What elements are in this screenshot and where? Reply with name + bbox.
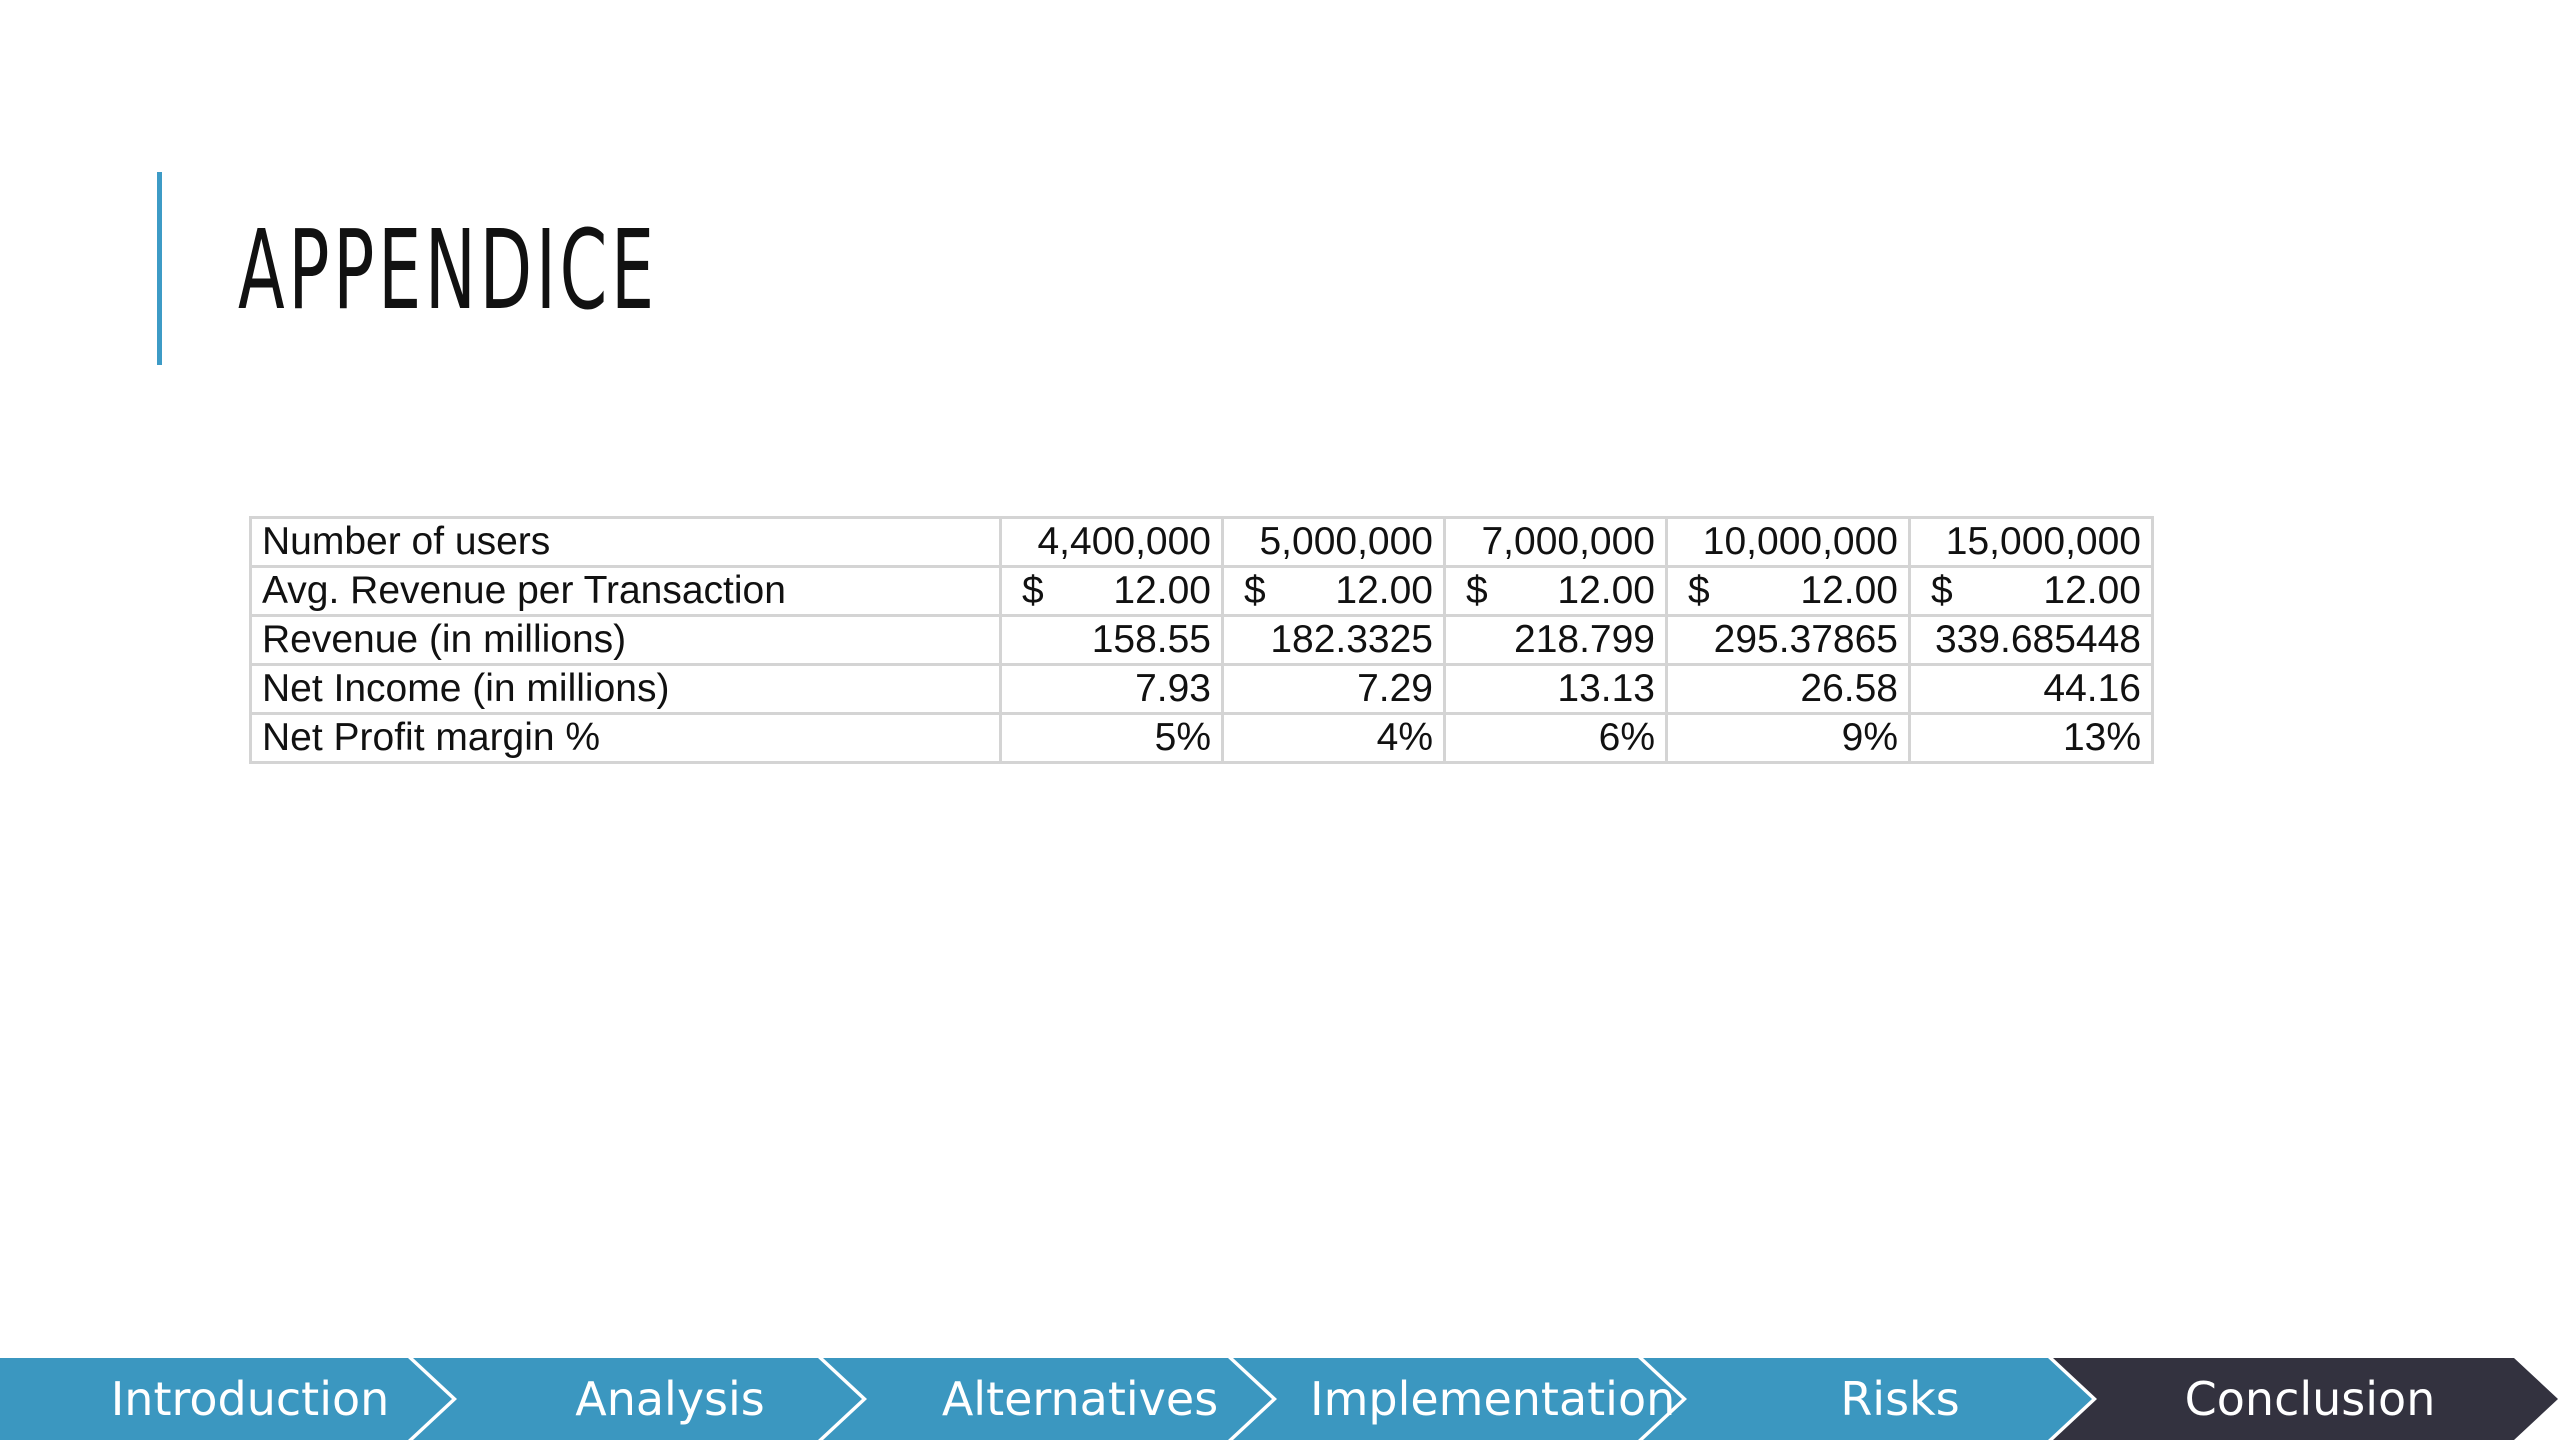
table-cell: 5,000,000: [1221, 516, 1446, 568]
slide-title: APPENDICE: [238, 206, 658, 334]
table-cell: 6%: [1443, 712, 1668, 764]
table-cell: 9%: [1665, 712, 1911, 764]
table-cell: 26.58: [1665, 663, 1911, 715]
row-label: Number of users: [249, 516, 1002, 568]
table-cell: 10,000,000: [1665, 516, 1911, 568]
table-row-avg-revenue: Avg. Revenue per Transaction $12.00 $12.…: [249, 565, 2154, 617]
row-label: Revenue (in millions): [249, 614, 1002, 666]
cell-value: 12.00: [1557, 569, 1655, 612]
cell-value: 12.00: [1800, 569, 1898, 612]
table-cell: $12.00: [1221, 565, 1446, 617]
table-cell: 7.93: [999, 663, 1224, 715]
nav-item-analysis[interactable]: Analysis: [575, 1372, 765, 1426]
table-cell: 15,000,000: [1908, 516, 2154, 568]
nav-chevron-introduction[interactable]: [0, 1358, 452, 1440]
currency-symbol: $: [1931, 569, 1953, 612]
row-label: Net Profit margin %: [249, 712, 1002, 764]
currency-symbol: $: [1466, 569, 1488, 612]
table-cell: $12.00: [1908, 565, 2154, 617]
nav-chevron-implementation[interactable]: [1233, 1358, 1682, 1440]
nav-item-introduction[interactable]: Introduction: [110, 1372, 390, 1426]
currency-symbol: $: [1688, 569, 1710, 612]
nav-chevron-alternatives[interactable]: [823, 1358, 1272, 1440]
title-accent-bar: [157, 172, 162, 365]
nav-item-implementation[interactable]: Implementation: [1310, 1372, 1676, 1426]
table-cell: 7,000,000: [1443, 516, 1668, 568]
table-cell: 339.685448: [1908, 614, 2154, 666]
nav-chevrons: [0, 1358, 2558, 1440]
cell-value: 12.00: [1335, 569, 1433, 612]
table-cell: 13.13: [1443, 663, 1668, 715]
table-cell: 295.37865: [1665, 614, 1911, 666]
table-cell: 218.799: [1443, 614, 1668, 666]
financial-table: Number of users 4,400,000 5,000,000 7,00…: [249, 516, 2154, 764]
table-cell: 7.29: [1221, 663, 1446, 715]
section-nav-bar: Introduction Analysis Alternatives Imple…: [0, 1358, 2560, 1440]
table-cell: $12.00: [999, 565, 1224, 617]
table-row-net-profit-margin: Net Profit margin % 5% 4% 6% 9% 13%: [249, 712, 2154, 764]
nav-chevron-conclusion[interactable]: [2053, 1358, 2558, 1440]
table-cell: 5%: [999, 712, 1224, 764]
table-row-revenue: Revenue (in millions) 158.55 182.3325 21…: [249, 614, 2154, 666]
table-cell: 4,400,000: [999, 516, 1224, 568]
table-row-net-income: Net Income (in millions) 7.93 7.29 13.13…: [249, 663, 2154, 715]
table-cell: 182.3325: [1221, 614, 1446, 666]
nav-chevron-analysis[interactable]: [413, 1358, 862, 1440]
table-cell: $12.00: [1443, 565, 1668, 617]
table-cell: 158.55: [999, 614, 1224, 666]
table-cell: 4%: [1221, 712, 1446, 764]
table-cell: $12.00: [1665, 565, 1911, 617]
nav-item-conclusion[interactable]: Conclusion: [2184, 1372, 2436, 1426]
nav-item-alternatives[interactable]: Alternatives: [941, 1372, 1219, 1426]
nav-item-risks[interactable]: Risks: [1840, 1372, 1960, 1426]
table-cell: 44.16: [1908, 663, 2154, 715]
cell-value: 12.00: [2043, 569, 2141, 612]
table-cell: 13%: [1908, 712, 2154, 764]
currency-symbol: $: [1022, 569, 1044, 612]
row-label: Avg. Revenue per Transaction: [249, 565, 1002, 617]
cell-value: 12.00: [1113, 569, 1211, 612]
table-row-users: Number of users 4,400,000 5,000,000 7,00…: [249, 516, 2154, 568]
currency-symbol: $: [1244, 569, 1266, 612]
row-label: Net Income (in millions): [249, 663, 1002, 715]
nav-chevron-risks[interactable]: [1643, 1358, 2092, 1440]
